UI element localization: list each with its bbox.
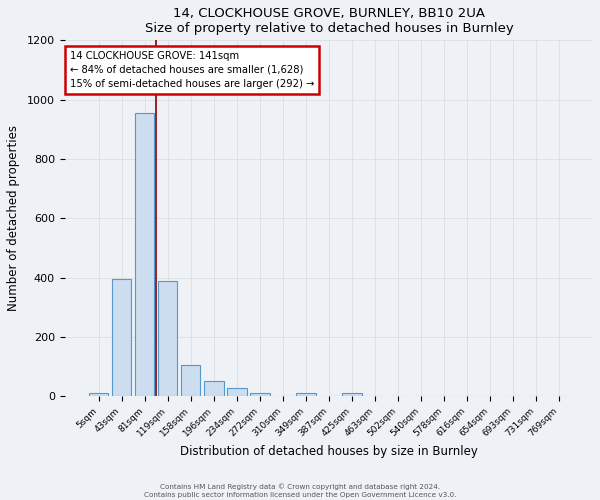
- Bar: [342, 394, 362, 396]
- Bar: [112, 279, 131, 396]
- Y-axis label: Number of detached properties: Number of detached properties: [7, 126, 20, 312]
- Bar: [181, 364, 200, 396]
- Bar: [204, 382, 224, 396]
- Bar: [158, 280, 178, 396]
- Text: 14 CLOCKHOUSE GROVE: 141sqm
← 84% of detached houses are smaller (1,628)
15% of : 14 CLOCKHOUSE GROVE: 141sqm ← 84% of det…: [70, 51, 314, 89]
- Bar: [227, 388, 247, 396]
- X-axis label: Distribution of detached houses by size in Burnley: Distribution of detached houses by size …: [180, 445, 478, 458]
- Bar: [250, 394, 269, 396]
- Text: Contains HM Land Registry data © Crown copyright and database right 2024.
Contai: Contains HM Land Registry data © Crown c…: [144, 483, 456, 498]
- Title: 14, CLOCKHOUSE GROVE, BURNLEY, BB10 2UA
Size of property relative to detached ho: 14, CLOCKHOUSE GROVE, BURNLEY, BB10 2UA …: [145, 7, 513, 35]
- Bar: [135, 113, 154, 397]
- Bar: [296, 394, 316, 396]
- Bar: [89, 394, 109, 396]
